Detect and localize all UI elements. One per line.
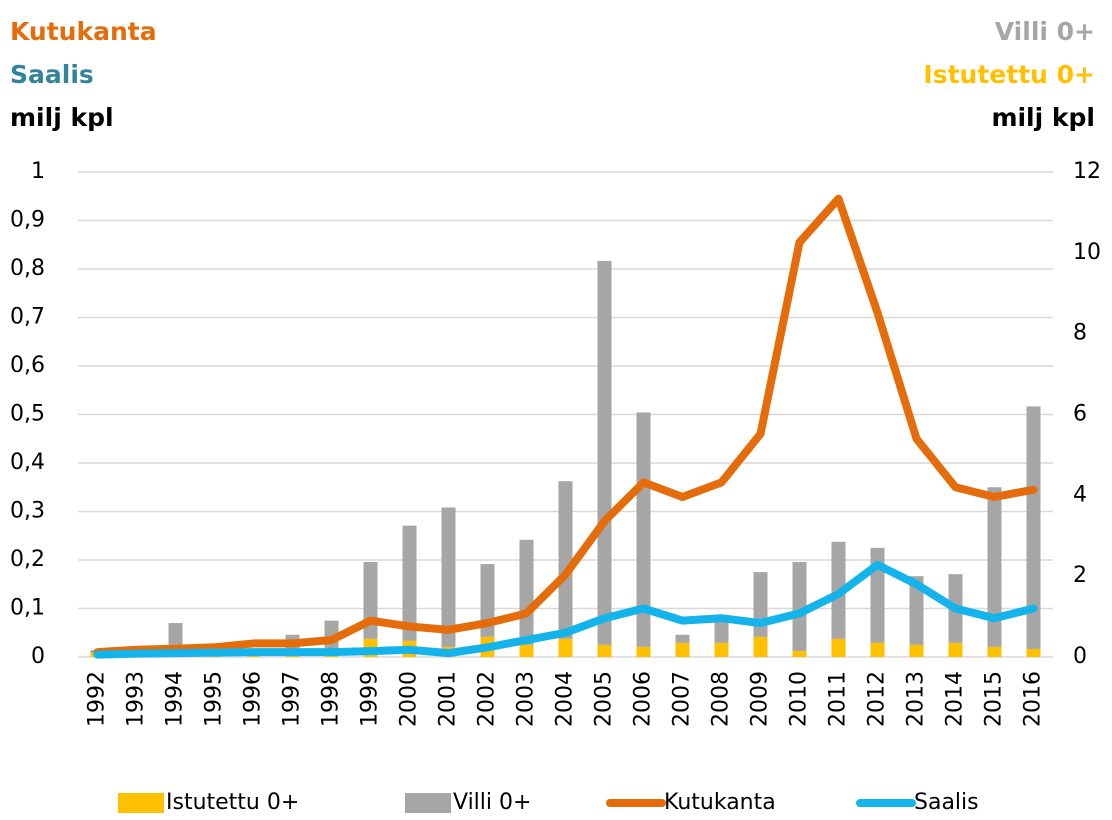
x-tick-label: 2016 <box>1021 671 1046 727</box>
y-tick-label: 0,3 <box>10 499 45 524</box>
y-tick-label: 0,9 <box>10 208 45 233</box>
bar <box>636 412 651 647</box>
x-tick-label: 2005 <box>592 671 617 727</box>
bar <box>753 572 768 637</box>
y2-tick-label: 10 <box>1073 240 1101 265</box>
y-tick-label: 1 <box>31 159 45 184</box>
legend-label: Villi 0+ <box>453 790 531 815</box>
y-tick-label: 0,5 <box>10 402 45 427</box>
y-tick-label: 0,2 <box>10 547 45 572</box>
bar <box>519 539 534 645</box>
y2-axis-label: milj kpl <box>991 103 1095 132</box>
y2-tick-label: 0 <box>1073 644 1087 669</box>
bar <box>792 562 807 651</box>
bar <box>558 481 573 639</box>
bar <box>597 260 612 645</box>
x-tick-label: 2008 <box>709 671 734 727</box>
x-tick-label: 1997 <box>280 671 305 727</box>
x-tick-label: 2007 <box>670 671 695 727</box>
bar <box>519 644 534 657</box>
x-tick-label: 2009 <box>748 671 773 727</box>
y2-tick-label: 12 <box>1073 159 1101 184</box>
y-tick-label: 0,1 <box>10 596 45 621</box>
bar <box>675 634 690 643</box>
x-tick-label: 2000 <box>397 671 422 727</box>
x-tick-label: 1998 <box>319 671 344 727</box>
bar <box>909 644 924 657</box>
bar <box>441 507 456 647</box>
x-tick-label: 1996 <box>241 671 266 727</box>
bar <box>1026 406 1041 649</box>
line <box>93 560 1038 659</box>
x-tick-label: 2013 <box>904 671 929 727</box>
legend-label: Kutukanta <box>664 790 776 815</box>
x-tick-label: 1994 <box>163 671 188 727</box>
bar <box>675 642 690 657</box>
legend-swatch <box>118 793 164 813</box>
x-tick-label: 2010 <box>787 671 812 727</box>
bar <box>558 638 573 657</box>
y-tick-label: 0,4 <box>10 450 45 475</box>
bar <box>831 638 846 657</box>
bar <box>714 642 729 657</box>
line <box>93 194 1038 657</box>
legend-swatch <box>405 793 451 813</box>
x-tick-label: 2001 <box>436 671 461 727</box>
x-tick-label: 1993 <box>124 671 149 727</box>
x-tick-label: 2003 <box>514 671 539 727</box>
x-tick-label: 2012 <box>865 671 890 727</box>
bar <box>987 487 1002 647</box>
bar <box>246 655 261 657</box>
x-tick-label: 1999 <box>358 671 383 727</box>
bar <box>948 642 963 657</box>
y-tick-label: 0,8 <box>10 256 45 281</box>
bar <box>987 646 1002 657</box>
y2-tick-label: 8 <box>1073 321 1087 346</box>
legend-label: Saalis <box>914 790 979 815</box>
y-tick-label: 0 <box>31 644 45 669</box>
y-axis-label: Kutukanta <box>10 17 157 46</box>
y2-tick-label: 4 <box>1073 482 1087 507</box>
y2-axis-label: Istutettu 0+ <box>923 60 1095 89</box>
y2-tick-label: 2 <box>1073 563 1087 588</box>
y2-tick-label: 6 <box>1073 402 1087 427</box>
y-tick-label: 0,6 <box>10 353 45 378</box>
x-tick-label: 1995 <box>202 671 227 727</box>
bar <box>714 618 729 643</box>
x-tick-label: 2004 <box>553 671 578 727</box>
bar <box>402 525 417 641</box>
y-axis-label: Saalis <box>10 60 94 89</box>
bar <box>909 576 924 645</box>
x-tick-label: 2002 <box>475 671 500 727</box>
x-tick-label: 2015 <box>982 671 1007 727</box>
bar <box>1026 648 1041 657</box>
bar <box>168 623 183 645</box>
x-tick-label: 1992 <box>85 671 110 727</box>
bar <box>636 646 651 657</box>
y-axis-label: milj kpl <box>10 103 114 132</box>
x-tick-label: 2011 <box>826 671 851 727</box>
x-tick-label: 2014 <box>943 671 968 727</box>
bar <box>870 642 885 657</box>
bar <box>792 650 807 657</box>
y-tick-label: 0,7 <box>10 305 45 330</box>
x-tick-label: 2006 <box>631 671 656 727</box>
bar <box>597 644 612 657</box>
legend-label: Istutettu 0+ <box>166 790 299 815</box>
y2-axis-label: Villi 0+ <box>995 17 1095 46</box>
bar <box>753 636 768 657</box>
